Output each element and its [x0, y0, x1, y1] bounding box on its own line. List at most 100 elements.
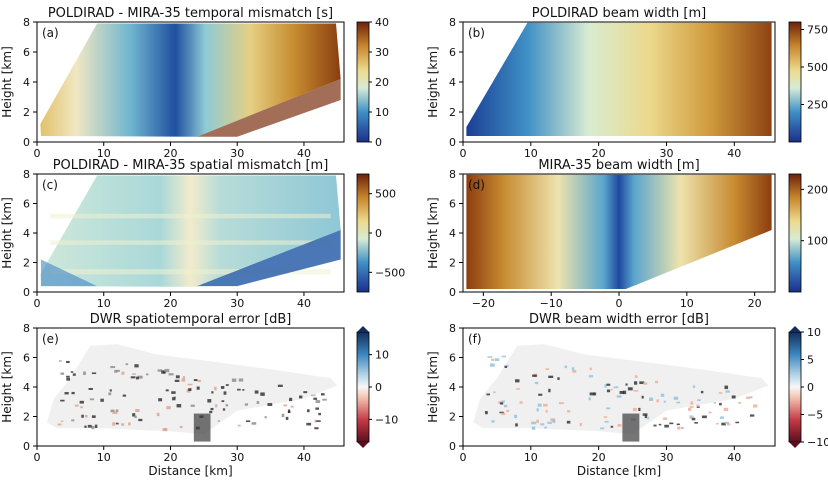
- heatmap-e-pixel: [94, 424, 98, 429]
- heatmap-e-pixel: [316, 420, 321, 422]
- heatmap-e-pixel: [220, 386, 225, 389]
- heatmap-e-pixel: [70, 371, 74, 373]
- heatmap-e-pixel: [210, 407, 214, 411]
- heatmap-e-pixel: [100, 398, 104, 402]
- heatmap-f-pixel: [632, 407, 637, 412]
- x-tick-label: 0: [460, 147, 467, 160]
- y-tick-label: 2: [23, 411, 30, 424]
- heatmap-e-pixel: [197, 379, 201, 383]
- heatmap-e-column: [193, 413, 211, 442]
- x-tick-label: 40: [727, 147, 741, 160]
- heatmap-f-pixel: [663, 417, 668, 420]
- colorbar-tick-label: 200: [807, 183, 828, 196]
- heatmap-f-pixel: [676, 423, 680, 426]
- heatmap-e-pixel: [222, 408, 226, 411]
- heatmap-e-pixel: [136, 376, 139, 380]
- heatmap-e-pixel: [57, 423, 62, 426]
- heatmap-f-pixel: [606, 389, 611, 393]
- heatmap-e-pixel: [196, 386, 200, 390]
- heatmap-f-pixel: [515, 423, 518, 427]
- heatmap-f-pixel: [690, 401, 694, 405]
- heatmap-e-pixel: [109, 389, 112, 392]
- heatmap-e-pixel: [244, 403, 249, 406]
- heatmap-e-pixel: [121, 371, 125, 375]
- colorbar-tick-label: 100: [807, 235, 828, 248]
- y-tick-label: 0: [23, 136, 30, 149]
- colorbar-tick-label: 500: [807, 61, 828, 74]
- x-tick-label: 30: [230, 147, 244, 160]
- heatmap-f-pixel: [731, 395, 736, 399]
- x-tick-label: 0: [460, 451, 467, 464]
- y-tick-label: 4: [449, 227, 456, 240]
- x-tick-label: 20: [592, 451, 606, 464]
- y-tick-label: 8: [449, 322, 456, 335]
- heatmap-e-pixel: [322, 398, 327, 401]
- heatmap-f-pixel: [545, 368, 550, 370]
- heatmap-f-pixel: [531, 426, 536, 430]
- y-tick-label: 8: [449, 168, 456, 181]
- heatmap-e-pixel: [190, 404, 195, 407]
- colorbar-extend-min: [789, 442, 801, 448]
- heatmap-f-pixel: [537, 403, 542, 407]
- heatmap-e-pixel: [60, 372, 65, 375]
- heatmap-f-pixel: [558, 402, 564, 405]
- heatmap-f-pixel: [501, 355, 506, 358]
- heatmap-f-pixel: [653, 424, 657, 427]
- heatmap-e-pixel: [321, 393, 325, 396]
- y-tick-label: 2: [23, 257, 30, 270]
- panel-e: 0 10 20 30 40 0 2 4 6 8 DWR spatiotemporal error […: [0, 312, 398, 478]
- heatmap-e-pixel: [162, 428, 168, 432]
- x-ticks-e: 0 10 20 30 40: [34, 446, 311, 464]
- heatmap-e-pixel: [114, 370, 118, 373]
- heatmap-e-cloud: [47, 344, 338, 435]
- y-axis-label-a: Height [km]: [0, 46, 14, 117]
- heatmap-d-field: [466, 174, 772, 290]
- y-tick-label: 4: [449, 76, 456, 89]
- heatmap-e-pixel: [310, 394, 316, 397]
- heatmap-a-field: [40, 23, 341, 137]
- x-ticks-c: 0 10 20 30 40: [34, 292, 311, 310]
- heatmap-b-field: [466, 22, 772, 136]
- heatmap-e-pixel: [89, 398, 95, 401]
- heatmap-e-pixel: [81, 414, 84, 418]
- heatmap-e-pixel: [289, 397, 293, 402]
- heatmap-e-pixel: [193, 379, 198, 382]
- colorbar-extend-max: [789, 326, 801, 332]
- heatmap-f-pixel: [499, 411, 504, 414]
- heatmap-e-pixel: [288, 410, 291, 414]
- heatmap-e-pixel: [225, 404, 228, 407]
- heatmap-f-pixel: [663, 400, 666, 403]
- colorbar-gradient: [788, 331, 802, 443]
- panel-c: 0 10 20 30 40 0 2 4 6 8 POLDIRAD - MIRA-35 spatial…: [0, 158, 405, 310]
- heatmap-e-pixel: [84, 415, 88, 418]
- heatmap-e-pixel: [209, 410, 213, 414]
- colorbar-gradient: [356, 21, 370, 143]
- heatmap-f-pixel: [486, 393, 491, 396]
- heatmap-f-pixel: [610, 425, 614, 428]
- heatmap-f-pixel: [490, 363, 495, 367]
- y-tick-label: 4: [449, 381, 456, 394]
- heatmap-f-pixel: [697, 399, 701, 402]
- y-tick-label: 8: [23, 16, 30, 29]
- panel-b: 0 10 20 30 40 0 2 4 6 8 POLDIRAD beam width [m] (b)…: [426, 6, 828, 160]
- colorbar-tick-label: 10: [807, 326, 821, 339]
- y-tick-label: 2: [449, 106, 456, 119]
- colorbar-tick-label: 0: [375, 381, 382, 394]
- heatmap-f-pixel: [543, 403, 548, 407]
- panel-title-b: POLDIRAD beam width [m]: [532, 6, 706, 21]
- x-ticks-a: 0 10 20 30 40: [34, 142, 311, 160]
- heatmap-e-pixel: [176, 404, 182, 408]
- heatmap-f-pixel: [589, 367, 592, 371]
- heatmap-e-pixel: [158, 398, 163, 402]
- heatmap-f-pixel: [494, 358, 500, 361]
- heatmap-f-pixel: [702, 415, 707, 419]
- heatmap-e-pixel: [132, 413, 136, 417]
- colorbar-tick-label: 10: [375, 106, 389, 119]
- colorbar-tick-label: 500: [375, 188, 396, 201]
- heatmap-e-pixel: [264, 416, 267, 419]
- heatmap-e-pixel: [74, 404, 79, 407]
- heatmap-f-pixel: [617, 424, 622, 427]
- x-tick-label: 10: [97, 297, 111, 310]
- colorbar-gradient: [356, 173, 370, 293]
- heatmap-f-pixel: [552, 419, 556, 423]
